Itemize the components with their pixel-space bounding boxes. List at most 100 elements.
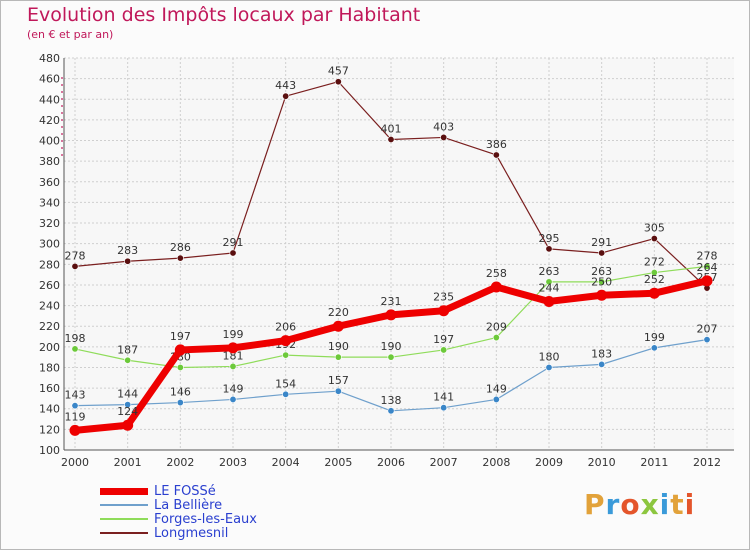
axis-marker-dot bbox=[61, 112, 63, 114]
legend-swatch bbox=[100, 532, 148, 534]
data-point bbox=[124, 401, 132, 409]
data-label: 157 bbox=[328, 374, 349, 387]
logo-letter: o bbox=[620, 488, 641, 521]
y-tick-label: 340 bbox=[39, 196, 60, 209]
data-label: 286 bbox=[170, 241, 191, 254]
data-label: 183 bbox=[591, 347, 612, 360]
data-label: 199 bbox=[223, 328, 244, 341]
axis-marker-dot bbox=[61, 84, 63, 86]
logo-letter: r bbox=[605, 488, 621, 521]
axis-marker-dot bbox=[61, 77, 63, 79]
data-point bbox=[229, 362, 237, 370]
y-tick-label: 220 bbox=[39, 320, 60, 333]
axis-marker-dot bbox=[61, 140, 63, 142]
data-label: 278 bbox=[697, 249, 718, 262]
data-point bbox=[596, 289, 608, 301]
data-point bbox=[174, 344, 186, 356]
data-point bbox=[650, 235, 658, 243]
data-label: 291 bbox=[223, 236, 244, 249]
data-point bbox=[176, 363, 184, 371]
data-point bbox=[229, 249, 237, 257]
data-point bbox=[385, 309, 397, 321]
data-point bbox=[387, 135, 395, 143]
data-label: 263 bbox=[539, 265, 560, 278]
data-point bbox=[701, 275, 713, 287]
data-point bbox=[545, 363, 553, 371]
chart-title: Evolution des Impôts locaux par Habitant bbox=[27, 4, 421, 26]
data-point bbox=[282, 351, 290, 359]
data-label: 250 bbox=[591, 275, 612, 288]
data-label: 144 bbox=[117, 388, 138, 401]
x-tick-label: 2012 bbox=[693, 456, 721, 469]
axis-marker-dot bbox=[61, 105, 63, 107]
data-label: 197 bbox=[433, 333, 454, 346]
proxiti-logo: Proxiti bbox=[584, 488, 695, 521]
data-point bbox=[545, 245, 553, 253]
legend-swatch bbox=[100, 504, 148, 506]
x-tick-label: 2011 bbox=[640, 456, 668, 469]
data-label: 291 bbox=[591, 236, 612, 249]
y-tick-label: 120 bbox=[39, 423, 60, 436]
legend-label: La Bellière bbox=[154, 497, 223, 513]
y-tick-label: 440 bbox=[39, 93, 60, 106]
data-label: 138 bbox=[381, 394, 402, 407]
data-label: 264 bbox=[697, 261, 718, 274]
data-point bbox=[703, 336, 711, 344]
x-tick-label: 2009 bbox=[535, 456, 563, 469]
logo-letter: i bbox=[659, 488, 671, 521]
axis-marker-dot bbox=[61, 98, 63, 100]
data-point bbox=[440, 346, 448, 354]
data-point bbox=[176, 399, 184, 407]
legend-item: Forges-les-Eaux bbox=[100, 511, 257, 527]
x-tick-label: 2000 bbox=[61, 456, 89, 469]
y-tick-label: 420 bbox=[39, 114, 60, 127]
y-tick-label: 160 bbox=[39, 382, 60, 395]
x-tick-label: 2005 bbox=[324, 456, 352, 469]
data-label: 283 bbox=[117, 244, 138, 257]
data-point bbox=[440, 404, 448, 412]
data-label: 119 bbox=[65, 410, 86, 423]
y-tick-label: 260 bbox=[39, 279, 60, 292]
data-point bbox=[598, 249, 606, 257]
data-point bbox=[598, 360, 606, 368]
chart-subtitle: (en € et par an) bbox=[27, 28, 114, 41]
legend-item: LE FOSSé bbox=[100, 483, 216, 499]
x-tick-label: 2006 bbox=[377, 456, 405, 469]
data-point bbox=[492, 334, 500, 342]
data-label: 258 bbox=[486, 267, 507, 280]
data-point bbox=[440, 133, 448, 141]
x-tick-label: 2007 bbox=[430, 456, 458, 469]
y-tick-label: 460 bbox=[39, 73, 60, 86]
data-point bbox=[227, 342, 239, 354]
data-label: 190 bbox=[381, 340, 402, 353]
data-label: 386 bbox=[486, 138, 507, 151]
data-point bbox=[334, 387, 342, 395]
axis-marker-dot bbox=[61, 119, 63, 121]
data-point bbox=[280, 335, 292, 347]
data-point bbox=[282, 92, 290, 100]
data-label: 143 bbox=[65, 389, 86, 402]
axis-marker-dot bbox=[61, 154, 63, 156]
data-point bbox=[176, 254, 184, 262]
data-label: 295 bbox=[539, 232, 560, 245]
data-point bbox=[648, 287, 660, 299]
data-point bbox=[124, 356, 132, 364]
data-label: 403 bbox=[433, 120, 454, 133]
x-tick-label: 2002 bbox=[166, 456, 194, 469]
axis-marker-dot bbox=[61, 91, 63, 93]
logo-letter: i bbox=[684, 488, 696, 521]
data-label: 263 bbox=[591, 265, 612, 278]
y-tick-label: 100 bbox=[39, 444, 60, 457]
data-point bbox=[438, 305, 450, 317]
data-point bbox=[71, 345, 79, 353]
data-label: 149 bbox=[223, 382, 244, 395]
data-point bbox=[71, 262, 79, 270]
y-tick-label: 380 bbox=[39, 155, 60, 168]
data-point bbox=[543, 295, 555, 307]
data-label: 278 bbox=[65, 249, 86, 262]
data-label: 209 bbox=[486, 321, 507, 334]
data-point bbox=[490, 281, 502, 293]
data-point bbox=[703, 262, 711, 270]
data-point bbox=[492, 395, 500, 403]
